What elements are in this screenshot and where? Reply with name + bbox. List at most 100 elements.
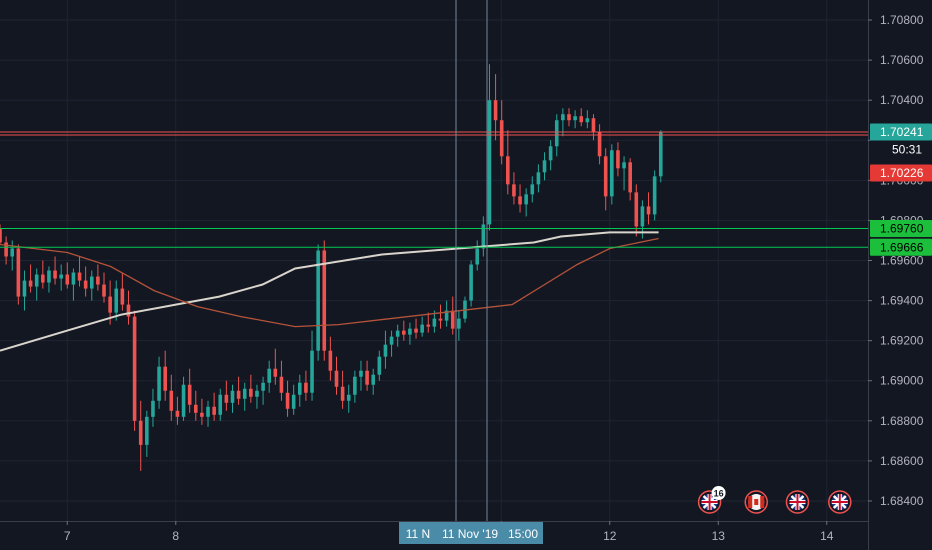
candle[interactable] [249,374,253,403]
candle[interactable] [567,108,571,127]
candle[interactable] [236,376,241,405]
candle[interactable] [279,360,284,401]
candle[interactable] [297,374,302,407]
candle[interactable] [34,268,39,301]
candle[interactable] [365,360,369,391]
candle[interactable] [28,264,33,293]
candle[interactable] [658,130,663,183]
candle[interactable] [481,216,486,257]
candle[interactable] [603,148,608,211]
candle[interactable] [267,360,272,393]
uk-flag-icon[interactable] [785,490,810,514]
candle[interactable] [126,290,131,325]
candle[interactable] [377,350,382,381]
uk-flag-icon[interactable] [828,490,852,514]
candle[interactable] [438,304,443,329]
candle[interactable] [634,184,639,237]
candle[interactable] [175,396,180,425]
price-level-tag[interactable]: 1.69666 [870,238,932,256]
candle[interactable] [426,312,431,333]
candle[interactable] [96,264,100,291]
candle[interactable] [206,400,210,427]
candle[interactable] [346,384,351,413]
candle[interactable] [371,368,376,395]
candle[interactable] [536,164,541,193]
candle[interactable] [89,270,94,301]
candle[interactable] [132,310,137,431]
candle[interactable] [285,380,290,417]
candle[interactable] [242,382,247,411]
candle[interactable] [71,268,76,301]
candle[interactable] [616,142,620,177]
candle[interactable] [145,410,149,457]
candle[interactable] [408,322,412,345]
candle[interactable] [0,224,2,245]
price-level-tag[interactable]: 1.70241 50:31 [870,123,932,158]
candle[interactable] [524,188,528,217]
candle[interactable] [120,272,125,311]
candle[interactable] [322,240,327,361]
candle[interactable] [4,236,8,265]
candle[interactable] [475,240,480,271]
candle[interactable] [420,316,424,337]
candle[interactable] [444,300,449,327]
candle[interactable] [622,156,626,191]
candle[interactable] [114,280,119,321]
candle[interactable] [212,392,216,421]
candle[interactable] [83,266,88,297]
candle[interactable] [230,384,235,413]
price-axis[interactable] [868,0,932,550]
price-level-tag[interactable]: 1.69760 [870,219,932,237]
candle[interactable] [218,388,223,421]
candle[interactable] [591,114,596,141]
candle[interactable] [579,108,584,127]
candle[interactable] [102,272,106,303]
candle[interactable] [65,262,70,289]
candle[interactable] [628,158,632,201]
candle[interactable] [53,256,57,285]
candle[interactable] [22,270,27,311]
candle[interactable] [157,356,161,409]
candle[interactable] [169,374,174,421]
candle[interactable] [573,110,577,129]
candle[interactable] [47,266,51,293]
candle[interactable] [450,296,455,335]
candle[interactable] [389,330,394,357]
candle[interactable] [493,74,498,141]
canada-flag-icon[interactable] [744,490,768,514]
candle[interactable] [138,400,143,471]
candle[interactable] [585,110,590,129]
candle[interactable] [469,260,473,307]
candle[interactable] [395,324,400,347]
candle[interactable] [59,264,63,291]
candle[interactable] [310,330,314,401]
uk-flag-icon[interactable]: 16 [697,486,726,514]
candle[interactable] [261,376,265,405]
candle[interactable] [359,360,363,391]
candle[interactable] [291,384,296,415]
candle[interactable] [414,318,418,339]
candle[interactable] [432,310,437,333]
candle[interactable] [610,144,614,205]
candle[interactable] [542,152,547,181]
candle[interactable] [255,384,259,409]
candle[interactable] [224,380,229,411]
candle[interactable] [530,176,535,203]
price-level-tag[interactable]: 1.70226 [870,164,932,182]
candle[interactable] [304,370,308,401]
candle[interactable] [193,390,198,421]
candle[interactable] [518,184,522,213]
candle[interactable] [340,370,345,409]
candle[interactable] [457,310,461,341]
candle[interactable] [597,124,602,165]
candle[interactable] [402,320,406,341]
candle[interactable] [353,370,357,403]
candle[interactable] [200,398,204,425]
candle[interactable] [181,376,186,421]
candle[interactable] [273,348,278,385]
candle[interactable] [512,172,516,205]
candle[interactable] [383,330,388,369]
candle[interactable] [151,388,155,427]
candle[interactable] [16,244,21,305]
